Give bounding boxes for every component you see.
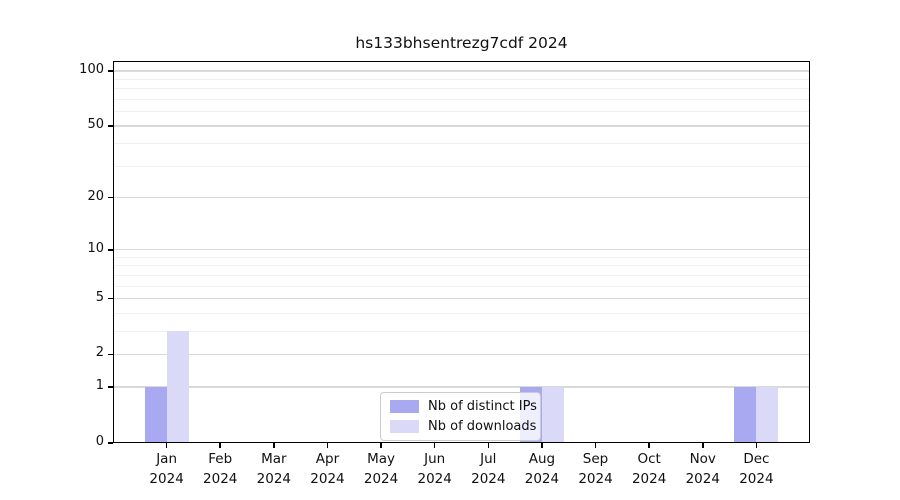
minor-gridline [113, 143, 810, 145]
x-tick-label: May 2024 [353, 450, 409, 489]
x-tick-month: Nov [689, 451, 716, 467]
y-tick-mark [108, 70, 113, 72]
legend-item: Nb of distinct IPs [390, 399, 537, 414]
major-gridline [113, 196, 810, 199]
minor-gridline [113, 265, 810, 267]
x-tick-label: Jun 2024 [407, 450, 463, 489]
x-tick-mark [219, 443, 222, 448]
x-tick-month: Oct [637, 451, 661, 467]
x-tick-label: Nov 2024 [675, 450, 731, 489]
x-tick-label: Apr 2024 [299, 450, 355, 489]
x-tick-month: Aug [528, 451, 556, 467]
minor-gridline [113, 256, 810, 258]
x-tick-month: Feb [208, 451, 233, 467]
minor-gridline [113, 98, 810, 100]
x-tick-mark [433, 443, 436, 448]
legend-swatch [390, 400, 419, 413]
minor-gridline [113, 111, 810, 113]
x-tick-year: 2024 [739, 470, 774, 487]
major-gridline [113, 297, 810, 300]
minor-gridline [113, 312, 810, 314]
x-tick-year: 2024 [310, 470, 345, 487]
y-tick-label: 2 [95, 345, 104, 361]
y-tick-label: 50 [87, 117, 104, 133]
x-tick-label: Jan 2024 [139, 450, 195, 489]
legend-label: Nb of downloads [428, 419, 537, 434]
y-tick-label: 100 [79, 62, 104, 77]
x-tick-year: 2024 [256, 470, 292, 487]
x-tick-label: Oct 2024 [621, 450, 677, 489]
x-tick-label: Jul 2024 [460, 450, 516, 489]
x-tick-mark [326, 443, 329, 448]
chart-title: hs133bhsentrezg7cdf 2024 [355, 34, 568, 52]
major-gridline [113, 70, 810, 72]
x-tick-month: Jun [424, 451, 446, 467]
y-tick-mark [108, 353, 113, 356]
x-tick-mark [541, 443, 543, 448]
x-tick-month: Sep [582, 451, 609, 467]
major-gridline [113, 249, 810, 251]
bar-downloads [541, 387, 564, 443]
x-tick-month: May [367, 451, 396, 467]
minor-gridline [113, 330, 810, 332]
x-tick-mark [380, 443, 382, 448]
minor-gridline [113, 165, 810, 167]
x-tick-label: Aug 2024 [514, 450, 570, 489]
major-gridline [113, 386, 810, 388]
x-tick-year: 2024 [417, 470, 452, 487]
x-tick-mark [594, 443, 597, 448]
major-gridline [113, 125, 810, 127]
bar-downloads [166, 331, 189, 443]
x-tick-year: 2024 [631, 470, 667, 487]
legend-item: Nb of downloads [390, 419, 536, 434]
x-tick-year: 2024 [578, 470, 613, 487]
x-tick-label: Dec 2024 [728, 450, 784, 489]
y-tick-label: 10 [87, 240, 104, 256]
plot-area [113, 61, 810, 443]
y-tick-mark [108, 297, 113, 300]
bar-distinct-ips [734, 387, 757, 443]
x-tick-mark [273, 443, 275, 448]
x-tick-label: Sep 2024 [568, 450, 624, 489]
bar-distinct-ips [144, 387, 167, 443]
x-tick-label: Mar 2024 [246, 450, 302, 489]
legend: Nb of distinct IPs Nb of downloads [380, 392, 541, 441]
bar-downloads [756, 387, 779, 443]
x-tick-mark [487, 443, 490, 448]
x-tick-month: Dec [743, 451, 770, 467]
x-tick-year: 2024 [203, 470, 238, 487]
x-tick-year: 2024 [524, 470, 560, 487]
y-tick-label: 5 [95, 289, 104, 305]
x-tick-mark [165, 443, 168, 448]
y-tick-mark [108, 442, 113, 444]
x-tick-month: Jul [480, 451, 497, 467]
minor-gridline [113, 285, 810, 287]
y-tick-mark [108, 386, 113, 388]
y-tick-label: 0 [95, 434, 104, 449]
y-tick-mark [108, 248, 113, 251]
x-tick-month: Apr [315, 451, 340, 467]
minor-gridline [113, 78, 810, 80]
minor-gridline [113, 274, 810, 276]
y-tick-label: 1 [95, 378, 104, 394]
y-tick-mark [108, 196, 113, 199]
legend-label: Nb of distinct IPs [428, 399, 537, 414]
x-tick-mark [648, 443, 650, 448]
x-tick-year: 2024 [363, 470, 399, 487]
x-tick-month: Mar [261, 451, 287, 467]
y-tick-label: 20 [87, 188, 104, 204]
major-gridline [113, 353, 810, 356]
x-tick-month: Jan [156, 451, 178, 467]
legend-swatch [390, 420, 419, 433]
x-tick-label: Feb 2024 [192, 450, 248, 489]
x-tick-year: 2024 [685, 470, 720, 487]
x-tick-year: 2024 [471, 470, 506, 487]
minor-gridline [113, 88, 810, 90]
y-tick-mark [108, 125, 113, 127]
x-tick-mark [701, 443, 704, 448]
x-tick-year: 2024 [149, 470, 184, 487]
x-tick-mark [755, 443, 758, 448]
